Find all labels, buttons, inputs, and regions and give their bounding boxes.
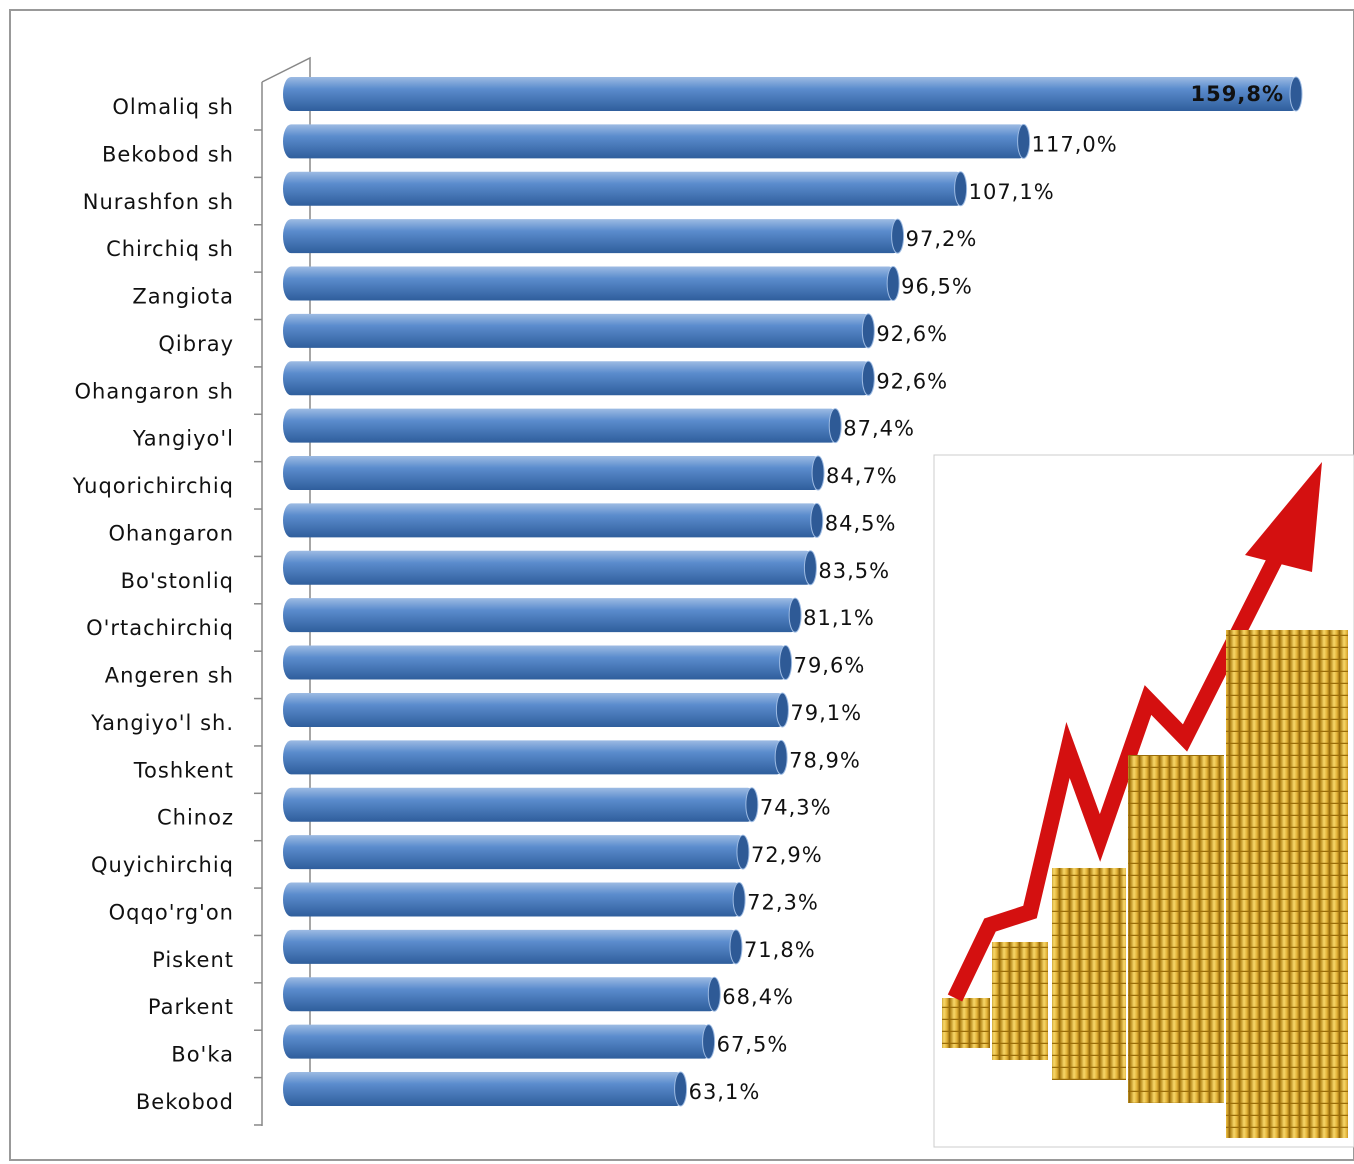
value-label: 72,9% <box>751 843 823 867</box>
bar <box>283 930 740 964</box>
bar-cap <box>730 930 742 964</box>
bar-cap <box>675 1072 687 1106</box>
value-label: 67,5% <box>717 1033 789 1057</box>
category-label: Toshkent <box>133 758 234 782</box>
bar-cap <box>892 219 904 253</box>
bar-cap <box>775 740 787 774</box>
bar <box>283 977 718 1011</box>
chart: Olmaliq sh 159,8% Bekobod sh 117,0% Nurashfo… <box>0 0 1354 1164</box>
category-label: Qibray <box>158 332 234 356</box>
bar <box>283 646 790 680</box>
bar-cap <box>887 267 899 301</box>
coin-stack <box>942 998 990 1048</box>
category-label: Bo'ka <box>171 1043 234 1067</box>
bar-cap <box>737 835 749 869</box>
bar-cap <box>1018 124 1030 158</box>
bar-cap <box>862 314 874 348</box>
value-label: 79,6% <box>794 654 866 678</box>
coin-stack <box>1128 755 1224 1103</box>
category-label: Chinoz <box>157 806 234 830</box>
category-label: Angeren sh <box>105 664 234 688</box>
value-label: 68,4% <box>722 985 794 1009</box>
bar <box>283 835 747 869</box>
value-label: 74,3% <box>760 796 832 820</box>
category-label: Chirchiq sh <box>106 237 234 261</box>
bar <box>283 788 756 822</box>
bar <box>283 77 1300 111</box>
bar-cap <box>1290 77 1302 111</box>
bar-cap <box>789 598 801 632</box>
category-label: Yangiyo'l <box>132 427 234 451</box>
category-label: Oqqo'rg'on <box>109 900 234 924</box>
bar-cap <box>812 456 824 490</box>
bar-cap <box>733 882 745 916</box>
value-label: 84,5% <box>825 511 897 535</box>
bar <box>283 456 822 490</box>
value-label: 92,6% <box>876 369 948 393</box>
bar-cap <box>811 503 823 537</box>
value-label: 159,8% <box>1191 82 1284 106</box>
value-label: 79,1% <box>790 701 862 725</box>
value-label: 72,3% <box>747 890 819 914</box>
category-label: Bekobod sh <box>102 142 234 166</box>
category-label: Ohangaron <box>108 521 234 545</box>
category-label: Olmaliq sh <box>112 95 234 119</box>
category-label: Ohangaron sh <box>75 379 234 403</box>
bar-cap <box>780 646 792 680</box>
bar-cap <box>703 1025 715 1059</box>
bar <box>283 882 743 916</box>
bar <box>283 267 897 301</box>
value-label: 117,0% <box>1032 132 1118 156</box>
bar <box>283 598 799 632</box>
bar <box>283 693 786 727</box>
bar-cap <box>862 361 874 395</box>
category-label: Bo'stonliq <box>121 569 234 593</box>
coin-stack <box>1226 630 1348 1138</box>
bar <box>283 361 872 395</box>
category-label: Quyichirchiq <box>91 853 234 877</box>
category-label: O'rtachirchiq <box>86 616 234 640</box>
bar-cap <box>804 551 816 585</box>
bar-cap <box>776 693 788 727</box>
coin-stack <box>1052 868 1126 1080</box>
coin-stack <box>992 942 1048 1060</box>
bar <box>283 1072 685 1106</box>
bar <box>283 503 821 537</box>
category-label: Yuqorichirchiq <box>72 474 234 498</box>
value-label: 96,5% <box>901 275 973 299</box>
bar <box>283 1025 713 1059</box>
bar <box>283 740 785 774</box>
category-label: Zangiota <box>132 285 234 309</box>
value-label: 97,2% <box>906 227 978 251</box>
category-label: Parkent <box>148 995 234 1019</box>
value-label: 78,9% <box>789 748 861 772</box>
category-axis <box>262 58 310 1126</box>
bar-cap <box>955 172 967 206</box>
bar-cap <box>746 788 758 822</box>
category-label: Piskent <box>152 948 234 972</box>
category-label: Nurashfon sh <box>83 190 234 214</box>
illustration <box>934 455 1354 1147</box>
value-label: 84,7% <box>826 464 898 488</box>
value-label: 71,8% <box>744 938 816 962</box>
value-label: 92,6% <box>876 322 948 346</box>
value-label: 87,4% <box>843 417 915 441</box>
value-label: 63,1% <box>689 1080 761 1104</box>
category-label: Yangiyo'l sh. <box>90 711 234 735</box>
bar <box>283 551 814 585</box>
bar <box>283 314 872 348</box>
page: Olmaliq sh 159,8% Bekobod sh 117,0% Nurashfo… <box>0 0 1354 1164</box>
bar-cap <box>708 977 720 1011</box>
value-label: 83,5% <box>818 559 890 583</box>
bar-cap <box>829 409 841 443</box>
value-label: 107,1% <box>969 180 1055 204</box>
bar <box>283 124 1028 158</box>
value-label: 81,1% <box>803 606 875 630</box>
bar <box>283 172 965 206</box>
bar <box>283 409 839 443</box>
bar <box>283 219 902 253</box>
category-label: Bekobod <box>136 1090 234 1114</box>
